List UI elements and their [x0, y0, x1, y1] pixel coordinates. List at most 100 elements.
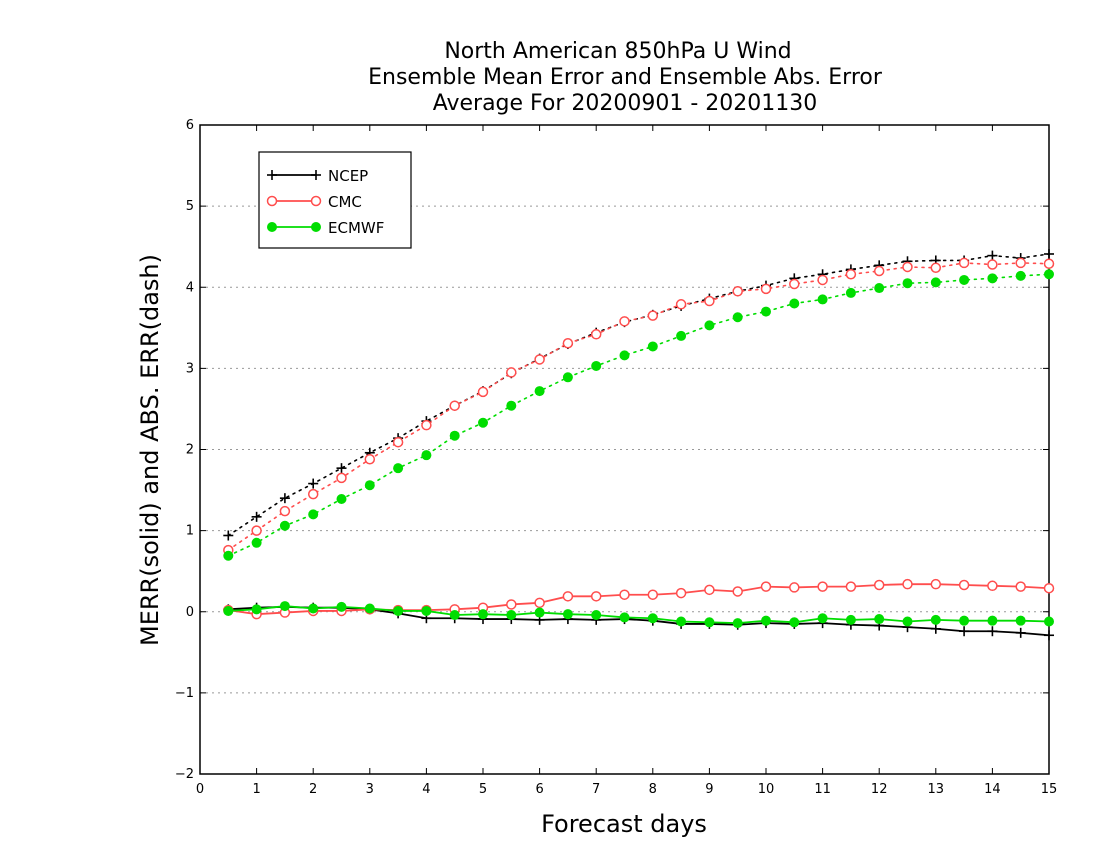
mean-error-point-ecmwf [449, 609, 460, 620]
abs-error-point-ecmwf [534, 386, 545, 397]
mean-error-point-cmc [845, 581, 857, 592]
title-line-2: Ensemble Mean Error and Ensemble Abs. Er… [368, 65, 883, 90]
mean-error-point-ecmwf [704, 617, 715, 628]
y-tick-label: −1 [175, 686, 194, 701]
abs-error-point-ecmwf [421, 450, 432, 461]
mean-error-point-cmc [1043, 582, 1055, 594]
abs-error-point-ecmwf [364, 480, 375, 491]
abs-error-point-cmc [930, 262, 942, 274]
mean-error-point-ecmwf [1015, 615, 1026, 626]
mean-error-point-ecmwf [676, 616, 687, 627]
x-tick-label: 8 [649, 782, 657, 797]
legend-label-cmc: CMC [328, 193, 362, 211]
abs-error-point-ecmwf [393, 463, 404, 474]
x-tick-label: 6 [535, 782, 543, 797]
abs-error-point-cmc [675, 299, 687, 310]
abs-error-point-cmc [789, 278, 800, 290]
series-lines [223, 248, 1055, 641]
mean-error-point-ecmwf [817, 613, 828, 624]
abs-error-point-cmc [251, 525, 262, 536]
mean-error-point-cmc [930, 578, 942, 590]
abs-error-point-ecmwf [761, 306, 771, 317]
abs-error-point-ecmwf [789, 298, 800, 309]
abs-error-point-cmc [704, 295, 715, 307]
mean-error-point-ecmwf [845, 614, 856, 625]
abs-error-point-ecmwf [732, 312, 743, 323]
mean-error-point-cmc [987, 580, 998, 592]
x-tick-label: 1 [252, 782, 260, 797]
abs-error-point-cmc [449, 400, 460, 411]
abs-error-point-ecmwf [308, 509, 319, 520]
abs-error-point-cmc [902, 261, 913, 273]
y-tick-label: 5 [186, 199, 194, 214]
x-tick-label: 15 [1041, 782, 1058, 797]
mean-error-point-ecmwf [223, 605, 234, 616]
abs-error-line-cmc [227, 262, 1050, 551]
mean-error-point-ecmwf [562, 609, 573, 620]
abs-error-point-cmc [1043, 258, 1055, 269]
legend-marker-ncep [267, 170, 277, 180]
abs-error-point-cmc [421, 419, 432, 431]
mean-error-point-ecmwf [421, 605, 432, 616]
abs-error-point-cmc [562, 337, 574, 349]
abs-error-point-cmc [647, 310, 659, 321]
abs-error-point-cmc [506, 367, 517, 378]
y-tick-label: 6 [186, 118, 194, 133]
mean-error-point-ecmwf [364, 603, 375, 614]
mean-error-point-ecmwf [1044, 616, 1054, 627]
x-tick-label: 13 [928, 782, 945, 797]
mean-error-line-cmc [228, 583, 1050, 616]
mean-error-point-cmc [675, 587, 687, 599]
mean-error-point-ecmwf [930, 614, 941, 625]
abs-error-point-ncep [1044, 248, 1054, 259]
y-tick-label: 0 [186, 605, 194, 620]
abs-error-point-cmc [817, 274, 828, 286]
abs-error-point-cmc [590, 329, 602, 340]
abs-error-point-ecmwf [562, 372, 573, 383]
y-tick-label: 4 [186, 280, 194, 295]
mean-error-point-ncep [930, 623, 941, 634]
mean-error-point-ecmwf [308, 603, 319, 614]
mean-error-point-cmc [760, 581, 772, 592]
abs-error-point-ncep [223, 530, 234, 541]
abs-error-point-ncep [987, 250, 998, 261]
abs-error-point-ncep [336, 463, 347, 474]
abs-error-point-ecmwf [987, 273, 998, 284]
mean-error-point-ecmwf [251, 604, 262, 615]
abs-error-point-cmc [732, 286, 743, 297]
mean-error-point-cmc [958, 579, 970, 591]
abs-error-point-ecmwf [336, 493, 347, 504]
legend: NCEP CMC ECMWF [258, 151, 412, 249]
x-axis-label: Forecast days [541, 810, 707, 838]
abs-error-point-ecmwf [817, 294, 828, 305]
abs-error-point-ncep [251, 511, 262, 522]
abs-error-point-cmc [619, 316, 630, 327]
y-axis-label: MERR(solid) and ABS. ERR(dash) [136, 254, 164, 646]
x-tick-label: 12 [871, 782, 888, 797]
mean-error-point-ecmwf [789, 617, 800, 628]
legend-entries [266, 170, 322, 232]
abs-error-point-cmc [336, 472, 347, 484]
mean-error-point-cmc [789, 582, 800, 593]
mean-error-point-ecmwf [647, 613, 658, 624]
mean-error-point-ecmwf [732, 618, 743, 629]
x-tick-label: 14 [984, 782, 1001, 797]
abs-error-point-ecmwf [591, 360, 602, 371]
title-line-1: North American 850hPa U Wind [444, 39, 791, 64]
abs-error-point-cmc [279, 505, 291, 517]
legend-box [258, 151, 412, 249]
mean-error-point-ncep [1015, 627, 1026, 638]
abs-error-point-ecmwf [930, 277, 941, 288]
x-tick-label: 4 [422, 782, 430, 797]
abs-error-point-ecmwf [223, 550, 234, 561]
abs-error-line-ecmwf [227, 273, 1050, 557]
mean-error-point-cmc [817, 581, 828, 592]
mean-error-point-ecmwf [619, 612, 630, 623]
mean-error-point-ecmwf [393, 605, 404, 616]
x-tick-label: 10 [758, 782, 775, 797]
abs-error-point-cmc [958, 257, 970, 269]
mean-error-point-cmc [534, 597, 545, 609]
mean-error-point-ecmwf [761, 615, 771, 626]
abs-error-point-ecmwf [704, 320, 715, 331]
